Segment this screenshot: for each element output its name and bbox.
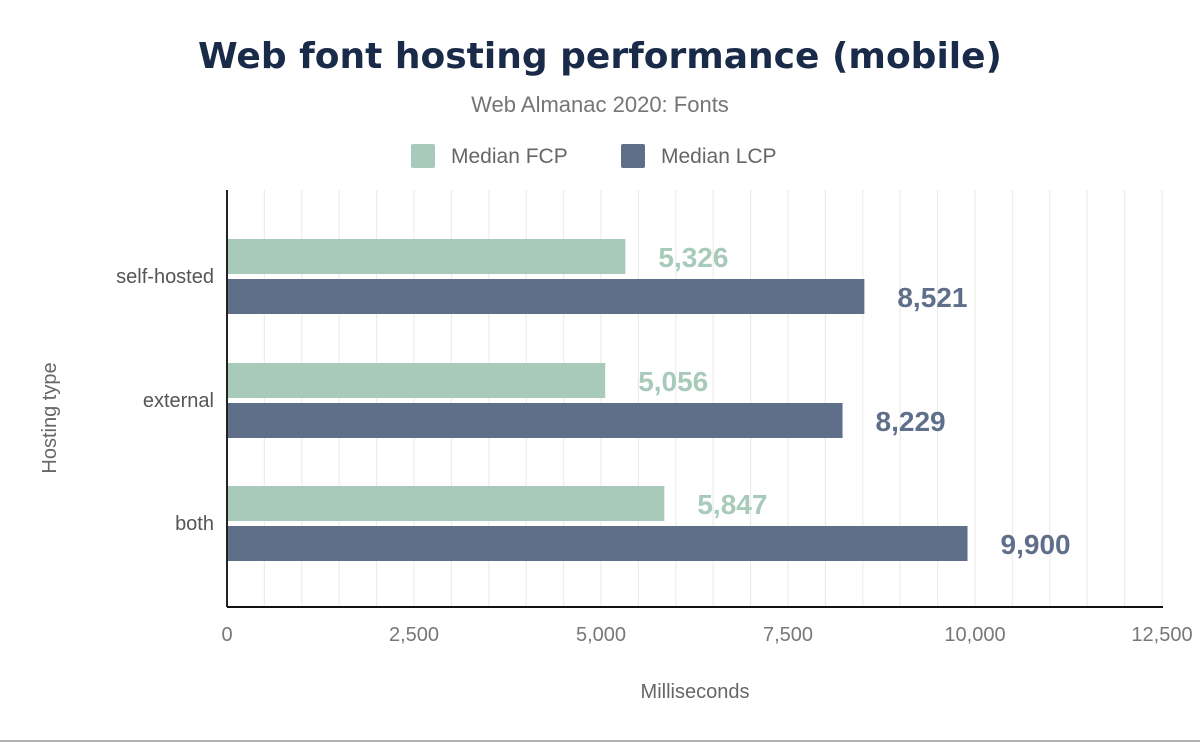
legend: Median FCP Median LCP <box>411 144 777 168</box>
chart-title: Web font hosting performance (mobile) <box>198 36 1002 77</box>
data-label: 5,326 <box>658 242 728 273</box>
legend-swatch <box>411 144 435 168</box>
data-label: 5,056 <box>638 366 708 397</box>
x-tick-label: 2,500 <box>389 624 439 646</box>
x-axis-label: Milliseconds <box>641 681 750 703</box>
x-tick-label: 0 <box>221 624 232 646</box>
category-label: both <box>175 513 214 535</box>
legend-swatch <box>621 144 645 168</box>
legend-label: Median LCP <box>661 145 777 168</box>
bar-fcp <box>227 363 606 398</box>
bar-lcp <box>227 279 865 314</box>
bar-fcp <box>227 239 626 274</box>
data-label: 8,521 <box>897 282 967 313</box>
bar-lcp <box>227 403 843 438</box>
data-label: 9,900 <box>1001 529 1071 560</box>
x-tick-label: 10,000 <box>944 624 1005 646</box>
y-ticks: self-hosted external both <box>116 266 214 535</box>
bars: 5,326 8,521 5,056 8,229 5,847 9,900 <box>227 239 1071 561</box>
bar-lcp <box>227 526 968 561</box>
x-ticks: 0 2,500 5,000 7,500 10,000 12,500 <box>221 624 1192 646</box>
y-axis-label: Hosting type <box>39 362 61 473</box>
x-tick-label: 12,500 <box>1131 624 1192 646</box>
legend-label: Median FCP <box>451 145 568 168</box>
data-label: 5,847 <box>697 489 767 520</box>
category-label: self-hosted <box>116 266 214 288</box>
chart-subtitle: Web Almanac 2020: Fonts <box>471 92 729 117</box>
x-tick-label: 5,000 <box>576 624 626 646</box>
data-label: 8,229 <box>876 406 946 437</box>
category-label: external <box>143 390 214 412</box>
bar-fcp <box>227 486 665 521</box>
x-tick-label: 7,500 <box>763 624 813 646</box>
